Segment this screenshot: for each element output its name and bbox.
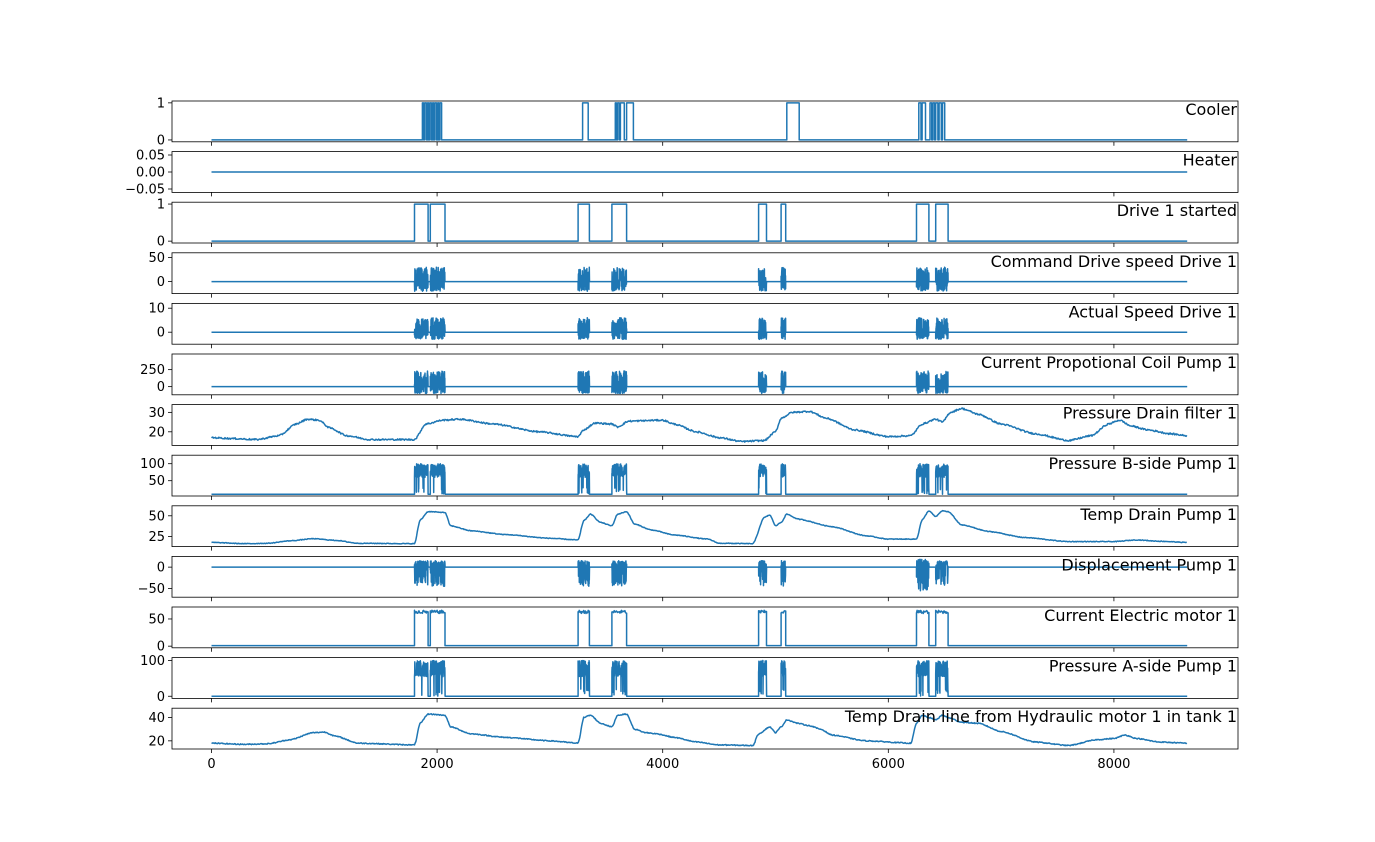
panel-3: 0 1 Drive 1 started [157, 198, 1239, 250]
panel-label: Actual Speed Drive 1 [1069, 302, 1237, 321]
panel-label: Current Electric motor 1 [1044, 606, 1237, 625]
x-tick-label: 8000 [1097, 757, 1130, 772]
axes-frame [171, 353, 1239, 396]
y-tick-label: 50 [148, 612, 165, 627]
series-line-9 [211, 509, 1187, 545]
series-line-5 [211, 317, 1188, 341]
panel-1: 0 1 Cooler [157, 96, 1239, 148]
x-tick-label: 6000 [872, 757, 905, 772]
series-line-10 [211, 558, 1188, 592]
y-tick-label: 50 [148, 251, 165, 266]
axes-frame [171, 302, 1239, 345]
y-tick-label: 50 [148, 474, 165, 489]
panel-10: 0 −50 Displacement Pump 1 [138, 555, 1239, 602]
axes-frame [171, 404, 1239, 446]
panel-2: 0.05 0.00 −0.05 Heater [125, 149, 1239, 198]
axes-frame [171, 707, 1239, 750]
panel-label: Command Drive speed Drive 1 [991, 252, 1237, 271]
series-line-11 [211, 609, 1188, 647]
series-line-8 [211, 463, 1188, 496]
axes-frame [171, 657, 1239, 699]
panel-label: Displacement Pump 1 [1061, 555, 1237, 574]
panel-label: Drive 1 started [1117, 201, 1237, 220]
series-line-4 [211, 266, 1188, 292]
y-tick-label: 0 [157, 326, 165, 341]
y-tick-label: 25 [148, 530, 165, 545]
axes-frame [171, 201, 1239, 244]
panel-5: 10 0 Actual Speed Drive 1 [148, 302, 1239, 349]
panel-label: Cooler [1185, 100, 1237, 119]
y-tick-label: 0 [157, 275, 165, 290]
panel-11: 50 0 Current Electric motor 1 [148, 606, 1239, 655]
panel-9: 50 25 Temp Drain Pump 1 [148, 505, 1239, 551]
y-tick-label: 0 [157, 561, 165, 576]
y-tick-label: 0 [157, 380, 165, 395]
y-tick-label: 0.00 [136, 166, 165, 181]
x-tick-label: 0 [207, 757, 215, 772]
y-tick-label: 250 [140, 363, 165, 378]
y-tick-label: 0 [157, 690, 165, 705]
series-line-3 [211, 203, 1188, 242]
series-line-7 [211, 407, 1188, 443]
y-tick-label: 100 [140, 654, 165, 669]
axes-frame [171, 100, 1239, 143]
panel-label: Pressure Drain filter 1 [1063, 404, 1237, 423]
panel-7: 30 20 Pressure Drain filter 1 [148, 404, 1239, 450]
y-tick-label: 100 [140, 457, 165, 472]
y-tick-label: 40 [148, 711, 165, 726]
panel-4: 50 0 Command Drive speed Drive 1 [148, 251, 1239, 298]
y-tick-label: 0 [157, 133, 165, 148]
panel-label: Pressure A-side Pump 1 [1049, 657, 1237, 676]
y-tick-label: 1 [157, 198, 165, 213]
panel-label: Pressure B-side Pump 1 [1048, 454, 1237, 473]
y-tick-label: 1 [157, 96, 165, 111]
axes-frame [171, 556, 1239, 598]
y-tick-label: 0 [157, 640, 165, 655]
y-tick-label: 0 [157, 235, 165, 250]
panel-8: 100 50 Pressure B-side Pump 1 [140, 454, 1239, 500]
y-tick-label: 30 [148, 406, 165, 421]
axes-frame [171, 454, 1239, 497]
series-line-1 [211, 102, 1188, 141]
y-tick-label: −50 [138, 582, 165, 597]
x-tick-label: 4000 [646, 757, 679, 772]
series-line-12 [211, 659, 1188, 698]
y-tick-label: 0.05 [136, 149, 165, 164]
y-tick-label: 10 [148, 302, 165, 317]
x-tick-label: 2000 [421, 757, 454, 772]
y-tick-label: 20 [148, 734, 165, 749]
panel-label: Current Propotional Coil Pump 1 [981, 353, 1237, 372]
panel-label: Temp Drain line from Hydraulic motor 1 i… [844, 707, 1237, 726]
axes-frame [171, 606, 1239, 649]
panel-12: 100 0 Pressure A-side Pump 1 [140, 654, 1239, 705]
axes-frame [171, 505, 1239, 547]
axes-frame [171, 252, 1239, 295]
series-line-6 [211, 370, 1188, 395]
panel-label: Temp Drain Pump 1 [1079, 505, 1237, 524]
panel-label: Heater [1183, 151, 1238, 170]
series-line-13 [211, 712, 1188, 747]
panel-6: 250 0 Current Propotional Coil Pump 1 [140, 353, 1239, 399]
y-tick-label: 50 [148, 509, 165, 524]
y-tick-label: −0.05 [125, 183, 165, 198]
panel-13: 40 20 Temp Drain line from Hydraulic motor… [148, 707, 1239, 772]
y-tick-label: 20 [148, 425, 165, 440]
